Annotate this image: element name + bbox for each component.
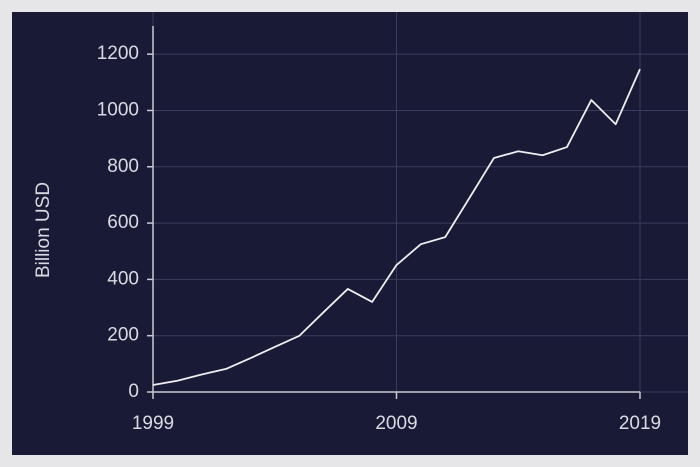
y-tick-label: 1000: [97, 99, 139, 120]
data-line: [152, 68, 641, 386]
y-tick-label: 800: [107, 156, 139, 177]
x-tick-label: 2009: [375, 413, 417, 434]
y-tick-label: 0: [128, 381, 139, 402]
y-axis-label: Billion USD: [33, 182, 54, 278]
y-tick-label: 200: [107, 325, 139, 346]
y-tick-label: 1200: [97, 43, 139, 64]
x-tick-label: 2019: [619, 413, 661, 434]
y-tick-label: 400: [107, 268, 139, 289]
chart-background: [12, 12, 688, 455]
y-tick-label: 600: [107, 212, 139, 233]
x-tick-label: 1999: [132, 413, 174, 434]
